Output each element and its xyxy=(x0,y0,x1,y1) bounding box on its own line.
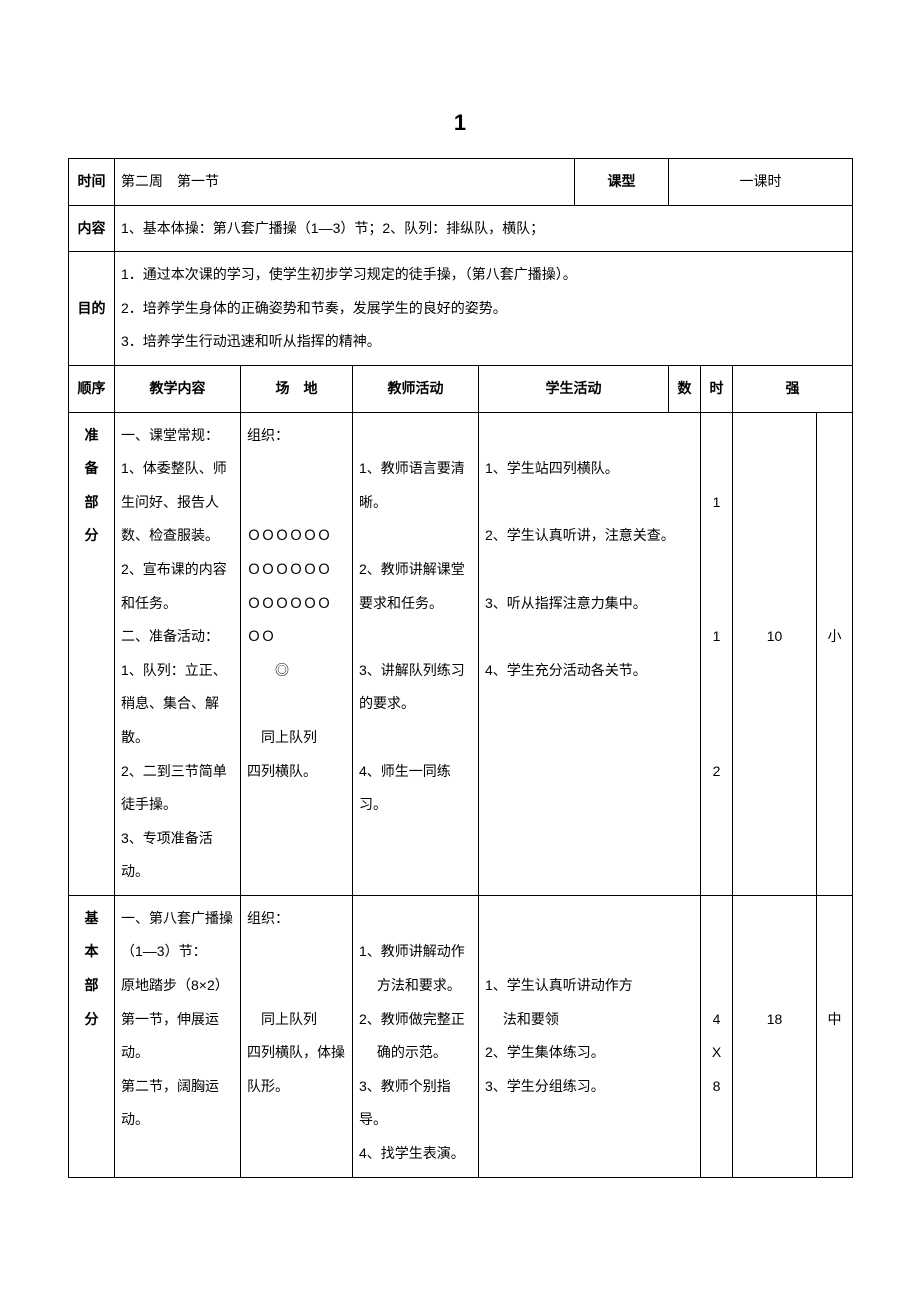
col-teacher: 教师活动 xyxy=(353,365,479,412)
basic-time: 18 xyxy=(733,895,817,1177)
basic-label: 基 本 部 分 xyxy=(69,895,115,1177)
col-intensity: 强 xyxy=(733,365,853,412)
value-time: 第二周 第一节 xyxy=(115,159,575,206)
col-content: 教学内容 xyxy=(115,365,241,412)
table-row: 内容 1、基本体操：第八套广播操（1—3）节；2、队列：排纵队，横队； xyxy=(69,205,853,252)
basic-count: 4 X 8 xyxy=(701,895,733,1177)
col-student: 学生活动 xyxy=(479,365,669,412)
prep-label: 准 备 部 分 xyxy=(69,412,115,895)
table-row: 准 备 部 分 一、课堂常规： 1、体委整队、师生问好、报告人数、检查服装。 2… xyxy=(69,412,853,895)
prep-teacher: 1、教师语言要清晰。 2、教师讲解课堂要求和任务。 3、讲解队列练习的要求。 4… xyxy=(353,412,479,895)
label-ktype: 课型 xyxy=(575,159,669,206)
table-row: 目的 1．通过本次课的学习，使学生初步学习规定的徒手操，（第八套广播操）。 2．… xyxy=(69,252,853,366)
basic-field: 组织： 同上队列 四列横队，体操 队形。 xyxy=(241,895,353,1177)
basic-content: 一、第八套广播操（1—3）节： 原地踏步（8×2） 第一节，伸展运动。 第二节，… xyxy=(115,895,241,1177)
prep-intensity: 小 xyxy=(817,412,853,895)
prep-count: 1 1 2 xyxy=(701,412,733,895)
table-row: 顺序 教学内容 场 地 教师活动 学生活动 数 时 强 xyxy=(69,365,853,412)
table-row: 时间 第二周 第一节 课型 一课时 xyxy=(69,159,853,206)
label-purpose: 目的 xyxy=(69,252,115,366)
value-ktype: 一课时 xyxy=(669,159,853,206)
prep-content: 一、课堂常规： 1、体委整队、师生问好、报告人数、检查服装。 2、宣布课的内容和… xyxy=(115,412,241,895)
basic-student: 1、学生认真听讲动作方 法和要领 2、学生集体练习。 3、学生分组练习。 xyxy=(479,895,701,1177)
basic-teacher: 1、教师讲解动作 方法和要求。 2、教师做完整正 确的示范。 3、教师个别指导。… xyxy=(353,895,479,1177)
label-time: 时间 xyxy=(69,159,115,206)
col-count: 数 xyxy=(669,365,701,412)
basic-intensity: 中 xyxy=(817,895,853,1177)
value-content: 1、基本体操：第八套广播操（1—3）节；2、队列：排纵队，横队； xyxy=(115,205,853,252)
prep-student: 1、学生站四列横队。 2、学生认真听讲，注意关查。 3、听从指挥注意力集中。 4… xyxy=(479,412,701,895)
prep-field: 组织： ＯＯＯＯＯＯ ＯＯＯＯＯＯ ＯＯＯＯＯＯ ＯＯ ◎ 同上队列 四列横队。 xyxy=(241,412,353,895)
col-field: 场 地 xyxy=(241,365,353,412)
label-content: 内容 xyxy=(69,205,115,252)
col-order: 顺序 xyxy=(69,365,115,412)
lesson-plan-table: 时间 第二周 第一节 课型 一课时 内容 1、基本体操：第八套广播操（1—3）节… xyxy=(68,158,853,1178)
page-number: 1 xyxy=(68,110,852,136)
col-time: 时 xyxy=(701,365,733,412)
value-purpose: 1．通过本次课的学习，使学生初步学习规定的徒手操，（第八套广播操）。 2．培养学… xyxy=(115,252,853,366)
prep-time: 10 xyxy=(733,412,817,895)
table-row: 基 本 部 分 一、第八套广播操（1—3）节： 原地踏步（8×2） 第一节，伸展… xyxy=(69,895,853,1177)
